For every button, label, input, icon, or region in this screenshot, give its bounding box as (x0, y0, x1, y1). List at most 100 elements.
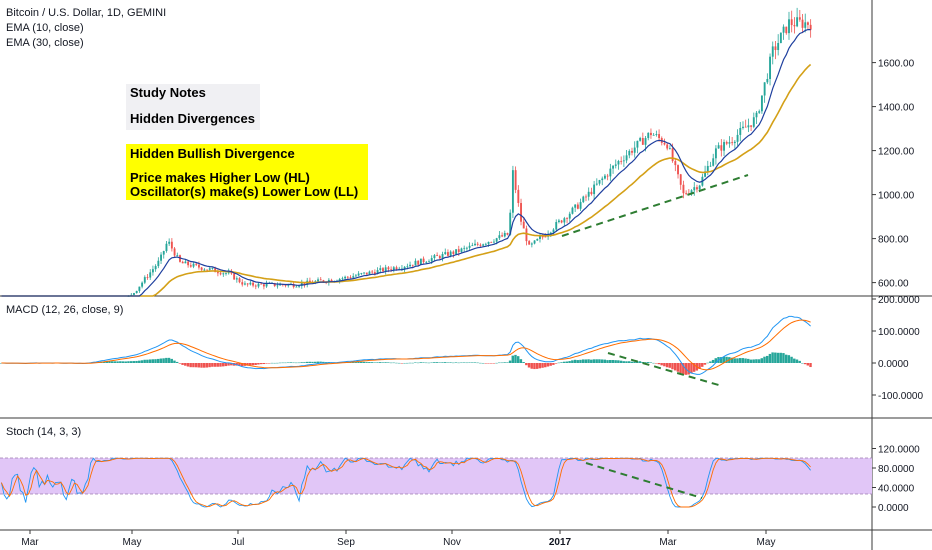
candle-body (785, 26, 788, 34)
candle-body (425, 261, 428, 263)
macd-hist-bar (289, 362, 293, 363)
candle-body (214, 268, 217, 273)
macd-hist-bar (305, 361, 309, 363)
macd-hist-bar (322, 361, 325, 363)
candle-body (157, 260, 160, 267)
candle-body (750, 125, 753, 127)
candle-body (614, 164, 617, 166)
candle-body (536, 238, 539, 241)
macd-hist-bar (638, 361, 642, 363)
candle-body (360, 273, 363, 275)
candle-body (449, 251, 452, 256)
candle-body (441, 254, 444, 259)
candle-body (411, 264, 414, 266)
price-axis[interactable]: 600.00 800.00 1000.00 1200.00 1400.00 1600.00 (872, 59, 915, 290)
macd-hist-bar (581, 359, 585, 363)
candle-body (774, 46, 777, 51)
macd-hist-bar (538, 363, 542, 369)
note-line-lower-low: Oscillator(s) make(s) Lower Low (LL) (130, 184, 358, 199)
candle-body (671, 148, 674, 162)
macd-hist-bar (384, 362, 387, 363)
candle-body (804, 22, 807, 28)
candle-body (398, 268, 401, 270)
candle-body (709, 165, 712, 167)
axis-tick-label: 1400.00 (878, 103, 915, 114)
macd-hist-bar (300, 362, 303, 363)
candle-body (747, 125, 750, 128)
stoch-d-line (0, 457, 811, 508)
macd-hist-bar (625, 361, 628, 363)
macd-hist-bar (414, 362, 417, 363)
macd-hist-bar (503, 362, 506, 363)
candle-body (522, 221, 525, 229)
candle-body (341, 278, 344, 280)
macd-hist-bar (449, 362, 452, 363)
macd-hist-bar (460, 362, 463, 364)
stoch-trendline[interactable] (585, 462, 703, 499)
time-axis[interactable]: Mar May Jul Sep Nov 2017 Mar May (21, 530, 775, 548)
candle-body (593, 184, 596, 195)
candle-body (579, 202, 582, 209)
macd-hist-bar (416, 362, 420, 364)
macd-hist-bar (389, 362, 393, 364)
candle-body (576, 204, 579, 209)
macd-legend: MACD (12, 26, close, 9) (6, 304, 123, 316)
macd-hist-bar (354, 362, 358, 363)
candle-body (557, 220, 560, 222)
candle-body (433, 255, 436, 259)
macd-hist-bar (278, 362, 282, 364)
candle-body (677, 165, 679, 175)
candle-body (235, 278, 238, 280)
candle-body (463, 247, 466, 249)
macd-hist-bar (479, 362, 482, 364)
macd-hist-bar (219, 363, 222, 367)
macd-hist-bar (484, 363, 487, 364)
stoch-axis[interactable]: 120.0000 80.0000 40.0000 0.0000 (872, 445, 920, 515)
macd-hist-bar (793, 358, 796, 363)
macd-hist-bar (397, 362, 401, 364)
ema10-line (1, 29, 811, 297)
candle-body (736, 134, 739, 142)
candle-body (365, 272, 368, 275)
macd-hist-bar (175, 361, 179, 363)
macd-hist-bar (795, 359, 799, 363)
candle-body (549, 232, 552, 235)
candle-body (758, 111, 761, 113)
macd-hist-bar (119, 361, 122, 363)
candle-body (622, 160, 625, 162)
macd-axis[interactable]: 200.0000 100.0000 0.0000 -100.0000 (872, 295, 923, 402)
macd-hist-bar (668, 363, 671, 368)
candle-body (206, 269, 209, 271)
axis-tick-label: 0.0000 (878, 503, 909, 514)
candle-body (238, 278, 241, 283)
macd-hist-bar (129, 361, 133, 363)
candle-body (771, 46, 774, 57)
macd-hist-bar (462, 362, 466, 363)
candle-body (723, 142, 725, 151)
candle-body (138, 286, 141, 291)
macd-hist-bar (806, 363, 810, 366)
candle-body (262, 284, 265, 287)
macd-hist-bar (370, 362, 374, 363)
candle-body (801, 19, 804, 28)
macd-hist-bar (297, 362, 301, 364)
candle-body (525, 228, 528, 242)
macd-hist-bar (584, 359, 588, 363)
macd-hist-bar (284, 362, 287, 364)
candle-body (363, 272, 365, 274)
macd-hist-bar (473, 362, 477, 363)
candle-body (295, 286, 298, 288)
price-trendline[interactable] (561, 174, 749, 237)
ema30-line (1, 63, 812, 297)
candle-body (460, 248, 463, 252)
macd-hist-bar (787, 355, 791, 363)
macd-hist-bar (784, 354, 788, 363)
macd-hist-bar (395, 362, 398, 364)
time-tick-label: Nov (443, 537, 461, 548)
macd-hist-bar (611, 359, 615, 363)
macd-hist-bar (552, 363, 555, 365)
candle-body (452, 251, 455, 254)
macd-trendline[interactable] (607, 352, 723, 387)
candle-body (530, 243, 533, 245)
